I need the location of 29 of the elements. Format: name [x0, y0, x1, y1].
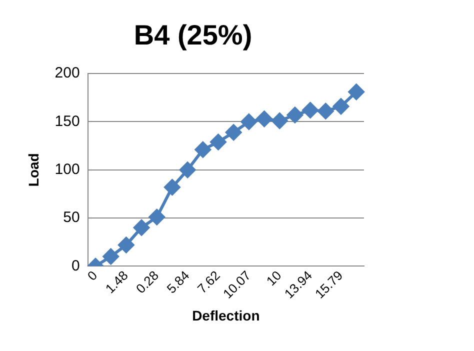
point: [180, 162, 196, 178]
point: [240, 114, 257, 130]
point: [118, 236, 134, 253]
x-axis-title: Deflection: [192, 307, 260, 324]
y-tick-label: 100: [54, 161, 80, 178]
point: [302, 102, 318, 118]
point: [332, 98, 349, 114]
point: [348, 84, 364, 100]
chart-title: B4 (25%): [134, 20, 252, 51]
y-axis-title: Load: [25, 153, 42, 187]
point: [272, 112, 288, 129]
x-tick-label: 7.62: [194, 268, 223, 296]
x-tick-label: 0: [84, 268, 100, 284]
y-tick-label: 50: [63, 209, 80, 226]
point: [286, 107, 303, 123]
point: [256, 110, 272, 127]
point: [148, 209, 165, 226]
x-tick-label: 0.28: [133, 268, 162, 296]
point: [164, 179, 180, 196]
x-tick-label: 5.84: [164, 268, 192, 296]
point: [102, 248, 119, 265]
point: [194, 142, 211, 158]
point: [318, 103, 334, 120]
point: [226, 124, 242, 140]
x-tick-label: 10: [263, 268, 284, 289]
y-tick-label: 200: [54, 64, 80, 82]
y-tick-label: 150: [54, 112, 80, 130]
point: [210, 134, 226, 150]
point: [134, 220, 150, 236]
